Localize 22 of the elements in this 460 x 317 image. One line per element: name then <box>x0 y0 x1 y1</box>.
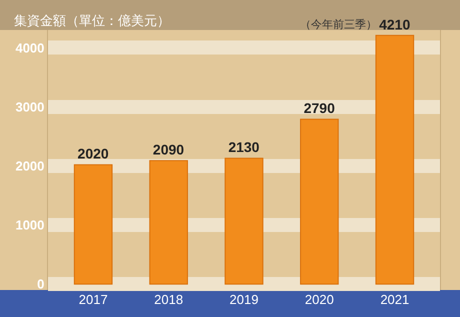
bar <box>375 34 414 285</box>
bar <box>300 118 339 285</box>
y-tick-label: 0 <box>37 276 44 292</box>
data-label: 2090 <box>152 142 184 158</box>
x-tick-label: 2018 <box>154 292 184 307</box>
x-tick-label: 2017 <box>78 292 108 307</box>
y-tick-label: 3000 <box>15 99 44 114</box>
bar <box>74 164 113 285</box>
y-tick-label: 2000 <box>15 158 44 174</box>
y-tick-label: 1000 <box>15 218 44 233</box>
x-tick-label: 2021 <box>380 292 410 307</box>
annotation: （今年前三季） <box>300 18 377 31</box>
data-label: 4210 <box>379 16 410 32</box>
chart-title: 集資金額（單位：億美元） <box>14 12 170 29</box>
bar <box>224 158 264 285</box>
data-label: 2790 <box>304 100 336 116</box>
data-label: 2020 <box>78 146 109 162</box>
data-label: 2130 <box>228 139 260 156</box>
x-tick-label: 2020 <box>304 292 334 307</box>
bar <box>149 160 188 285</box>
x-tick-label: 2019 <box>230 292 258 307</box>
y-tick-label: 4000 <box>15 40 44 56</box>
